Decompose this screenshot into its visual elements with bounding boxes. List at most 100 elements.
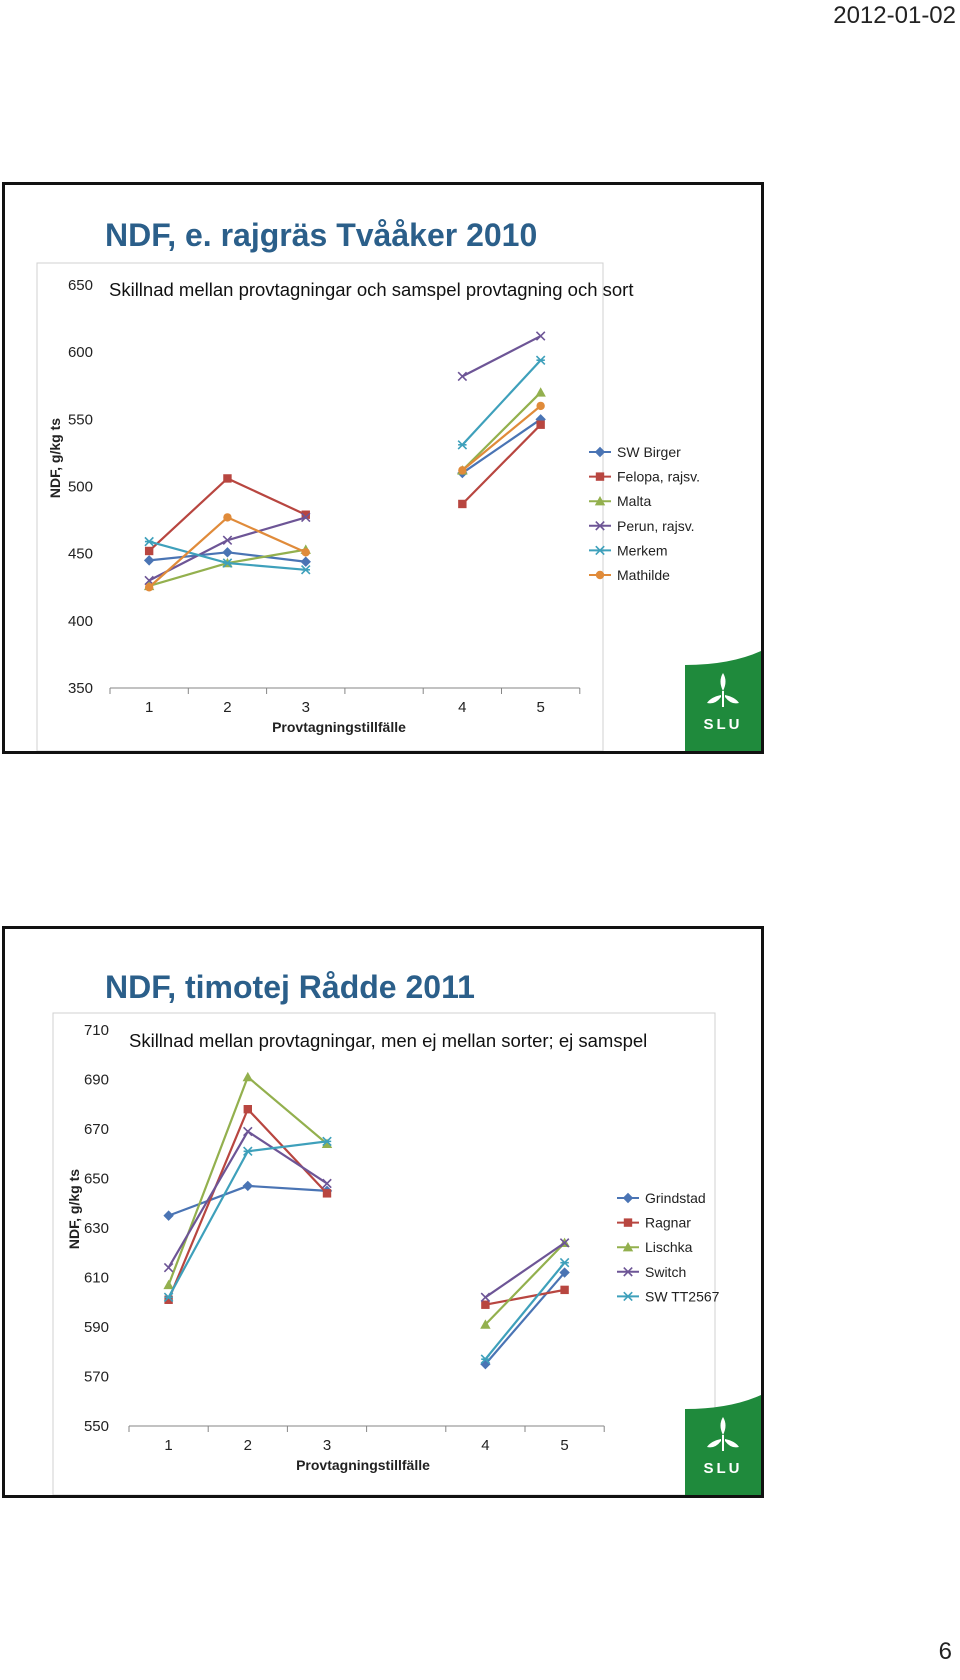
data-point [480,1354,491,1364]
x-tick-label: 4 [481,1437,489,1454]
data-point [163,1279,174,1290]
data-point [222,535,233,545]
data-point [321,1138,333,1149]
legend-entry: Perun, rajsv. [589,518,695,534]
page-number: 6 [938,1638,952,1665]
data-point [480,1319,491,1329]
legend-entry: Switch [617,1264,686,1280]
y-tick-label: 710 [84,1022,109,1039]
data-point [223,513,232,522]
slide-title: NDF, e. rajgräs Tvååker 2010 [105,217,538,253]
data-point [243,1146,253,1157]
legend-entry: SW TT2567 [617,1288,720,1304]
legend-entry: SW Birger [589,444,681,460]
y-tick-label: 590 [84,1319,109,1336]
slu-logo: SLU [685,1395,761,1495]
data-point [144,583,154,592]
y-tick-label: 670 [84,1121,109,1138]
data-point [243,1126,253,1137]
series-felopa-rajsv [144,420,545,556]
x-tick-label: 5 [536,699,544,716]
legend-entry: Grindstad [617,1190,706,1206]
data-point [458,499,467,509]
data-point [481,1300,490,1309]
y-axis-title: NDF, g/kg ts [47,418,63,498]
y-tick-label: 450 [68,546,93,563]
y-tick-label: 500 [68,479,93,496]
slide-rajgras-tvaaker: NDF, e. rajgräs Tvååker 2010 1 2 3 4 5 350 400… [2,182,764,754]
legend-label: Mathilde [617,567,670,583]
slu-logo: SLU [685,651,761,751]
data-point [322,1189,332,1198]
series-grindstad [163,1180,570,1370]
x-tick-label: 2 [244,1437,252,1454]
x-tick-label: 1 [164,1437,172,1454]
data-point [300,565,311,575]
legend-marker [595,545,605,556]
legend-label: Felopa, rajsv. [617,469,700,485]
legend-entry: Lischka [617,1239,693,1255]
data-point [560,1285,569,1295]
data-point [222,558,233,568]
ndf-timotej-chart: 1 2 3 4 5 550 570 590 610 630 650 670 690 710 Provtagn… [52,1012,720,1495]
y-tick-label: 600 [68,344,93,361]
legend-entry: Malta [589,493,651,509]
page-date: 2012-01-02 [833,2,956,29]
x-tick-label: 2 [223,699,231,716]
y-tick-label: 350 [68,680,93,697]
y-tick-label: 630 [84,1220,109,1237]
slide-timotej-radde: NDF, timotej Rådde 2011 1 2 3 4 5 550 570 590 61… [2,926,764,1498]
data-point [535,387,546,397]
series-line [461,359,542,446]
data-point [163,1262,174,1273]
data-point [243,1105,252,1114]
series-line [167,1140,328,1298]
legend-marker [595,570,605,580]
data-point [322,1178,332,1189]
legend-entry: Mathilde [589,567,670,583]
legend-label: Perun, rajsv. [617,518,695,534]
chart-subtitle: Skillnad mellan provtagningar, men ej me… [129,1030,647,1051]
data-point [144,536,154,547]
y-tick-label: 550 [68,411,93,428]
legend-marker [622,1242,634,1252]
y-tick-label: 400 [68,613,93,630]
data-point [457,440,468,450]
series-line [461,405,542,472]
data-point [163,1210,174,1221]
series-merkem [144,355,546,575]
series-line [461,335,542,378]
y-tick-label: 650 [84,1171,109,1188]
legend-entry: Felopa, rajsv. [589,469,700,485]
data-point [242,1071,253,1082]
slide-title: NDF, timotej Rådde 2011 [105,969,475,1005]
data-point [300,556,311,567]
data-point [322,1136,332,1147]
legend-marker [623,1218,633,1227]
data-point [480,1292,491,1303]
series-switch [163,1126,570,1303]
x-tick-label: 1 [145,699,153,716]
svg-text:SLU: SLU [704,1460,743,1477]
legend-entry: Ragnar [617,1215,691,1231]
y-tick-label: 690 [84,1072,109,1089]
svg-text:SLU: SLU [704,716,743,733]
data-point [535,331,546,341]
y-tick-label: 550 [84,1418,109,1435]
legend-marker [595,521,605,531]
series-line [461,418,542,474]
x-axis-title: Provtagningstillfälle [272,719,406,735]
series-line [485,1288,565,1306]
legend-label: Merkem [617,542,668,558]
data-point [300,512,311,523]
y-tick-label: 570 [84,1369,109,1386]
series-line [484,1261,566,1360]
data-point [163,1292,174,1303]
data-point [143,555,155,566]
legend-label: SW Birger [617,444,681,460]
ndf-rajgras-chart: 1 2 3 4 5 350 400 450 500 550 600 650 Provtagningsti… [36,262,700,751]
legend-entry: Merkem [589,542,668,558]
data-point [242,1180,253,1192]
y-axis-title: NDF, g/kg ts [66,1169,82,1249]
series-line [167,1107,328,1301]
